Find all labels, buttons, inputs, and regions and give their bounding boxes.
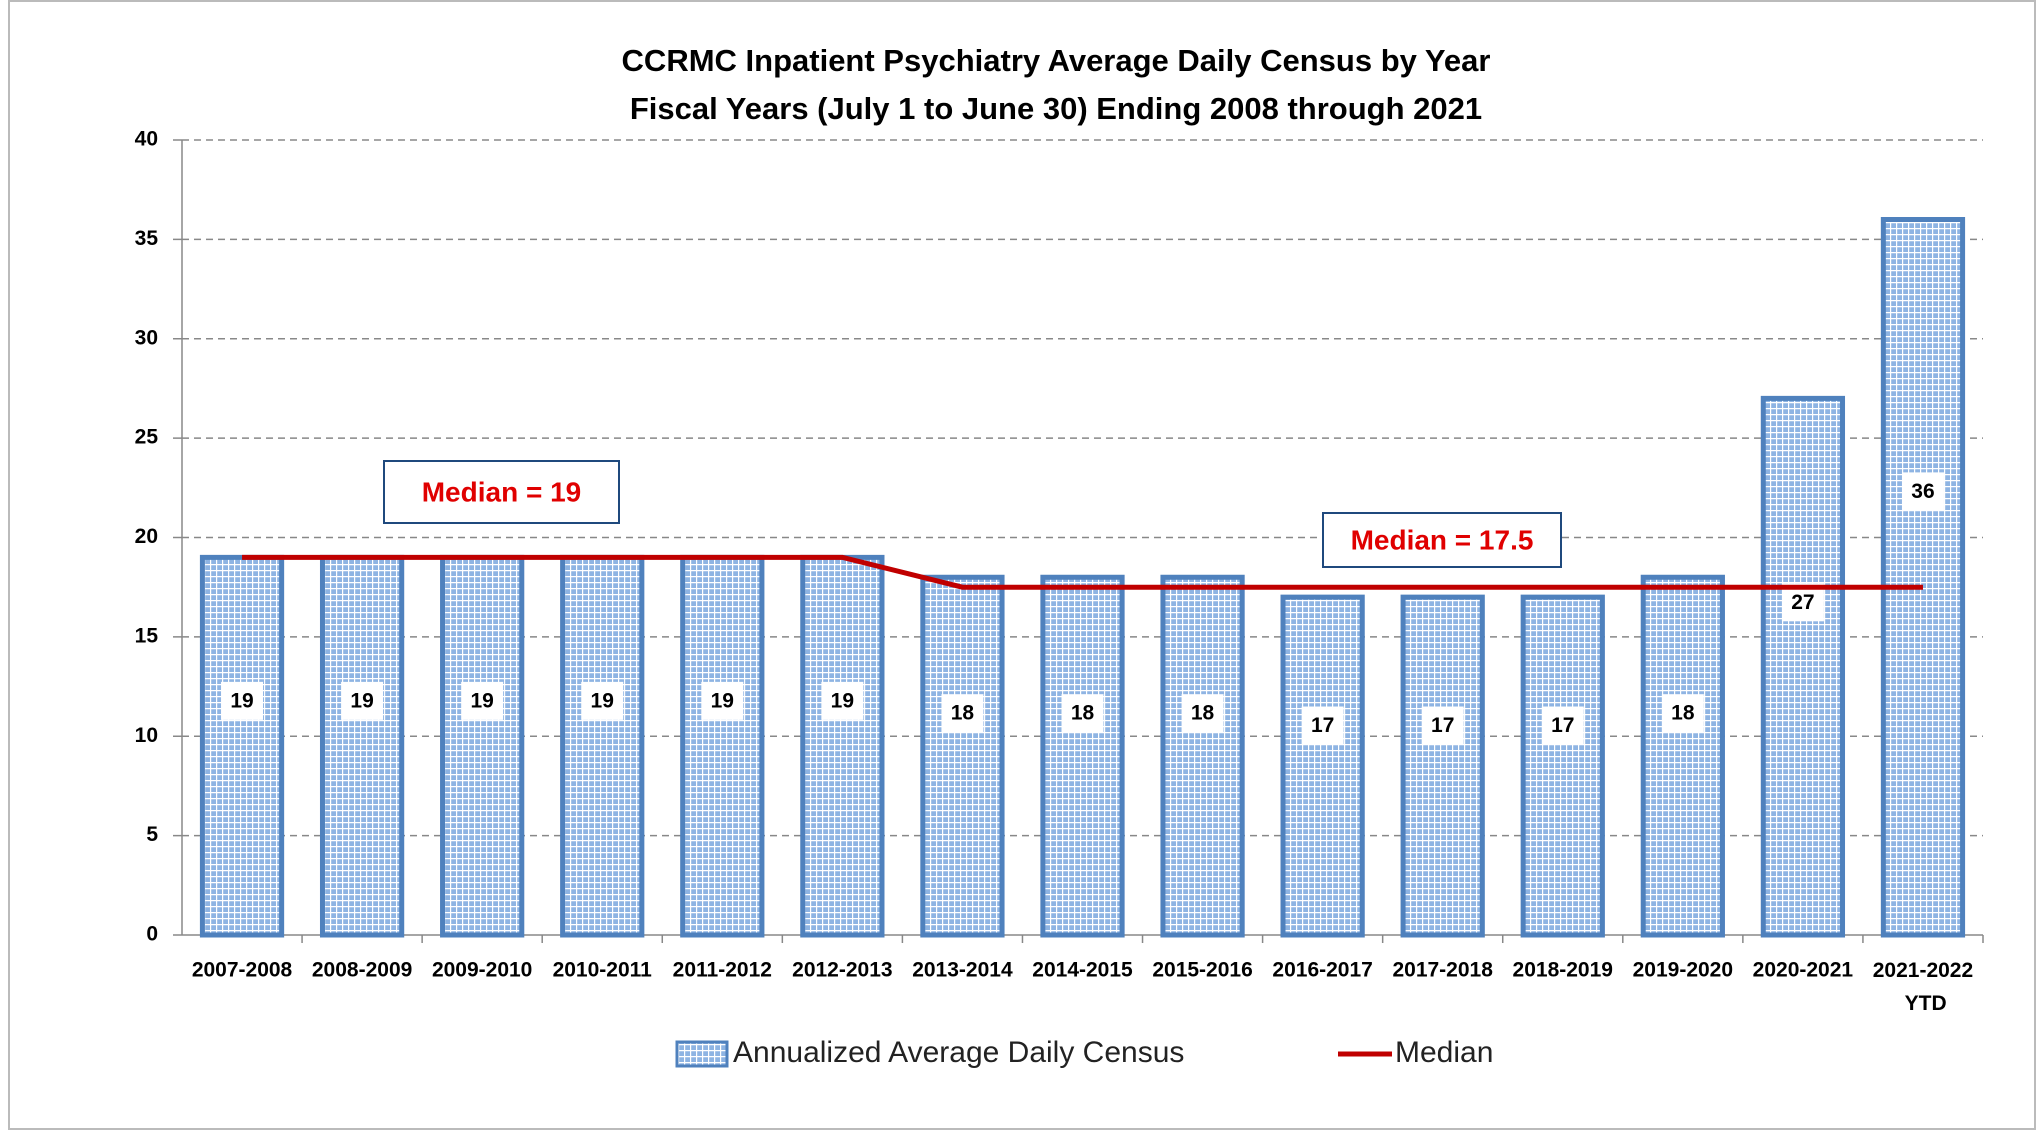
x-tick-label: 2019-2020	[1633, 959, 1733, 982]
x-tick-label: 2011-2012	[673, 959, 772, 982]
chart-title: CCRMC Inpatient Psychiatry Average Daily…	[622, 43, 1491, 78]
bar	[1160, 574, 1245, 938]
annotation-box	[383, 460, 620, 524]
y-tick-label: 0	[146, 923, 158, 946]
y-tick-label: 25	[135, 426, 159, 449]
value-label: 19	[831, 689, 854, 712]
median-line	[242, 554, 1923, 590]
y-tick-label: 5	[146, 823, 158, 846]
x-tick-label: 2013-2014	[912, 959, 1013, 982]
value-label: 17	[1551, 714, 1574, 737]
annotation: Median = 17.5	[1351, 524, 1534, 555]
value-label-box	[1901, 472, 1944, 511]
value-label-box	[941, 694, 984, 733]
y-tick-label: 20	[135, 525, 158, 548]
bar	[1640, 574, 1725, 938]
annotation-box	[1322, 512, 1562, 568]
y-tick-label: 35	[135, 227, 159, 250]
y-tick-label: 30	[135, 326, 158, 349]
value-label: 17	[1311, 714, 1334, 737]
bar	[1280, 594, 1365, 938]
bar	[1400, 594, 1485, 938]
y-tick-label: 10	[135, 724, 158, 747]
bar	[199, 554, 285, 938]
x-tick-label: 2007-2008	[192, 959, 293, 982]
bar	[440, 554, 525, 938]
value-label: 19	[230, 689, 253, 712]
legend-label: Median	[1395, 1036, 1493, 1069]
y-tick-label: 15	[135, 624, 159, 647]
value-label-box	[1181, 694, 1224, 733]
bar	[800, 554, 885, 938]
value-label-box	[701, 681, 744, 720]
frame	[8, 0, 2036, 1130]
bar	[1040, 574, 1125, 938]
value-label: 19	[711, 689, 734, 712]
value-label-box	[581, 681, 624, 720]
value-label: 36	[1911, 480, 1934, 503]
value-label: 19	[591, 689, 614, 712]
x-tick-label: 2018-2019	[1513, 959, 1613, 982]
bar	[680, 554, 765, 938]
value-label-box	[341, 681, 384, 720]
value-label: 18	[951, 702, 975, 725]
y-tick-label: 40	[135, 128, 158, 151]
legend-label: Annualized Average Daily Census	[733, 1036, 1184, 1069]
value-label: 17	[1431, 714, 1454, 737]
value-label: 18	[1191, 702, 1215, 725]
value-label: 27	[1791, 591, 1814, 614]
x-tick-label: 2014-2015	[1032, 959, 1133, 982]
value-label-box	[1541, 706, 1584, 745]
bar	[1760, 395, 1846, 938]
value-label: 18	[1071, 702, 1095, 725]
bar	[1520, 594, 1605, 938]
annotation: Median = 19	[422, 476, 582, 507]
x-tick-label: 2021-2022 YTD	[1873, 959, 1973, 1015]
value-label-box	[461, 681, 504, 720]
x-tick-label: 2020-2021	[1753, 959, 1854, 982]
x-tick-label: 2015-2016	[1152, 959, 1252, 982]
value-label-box	[821, 681, 864, 720]
x-tick-label: 2008-2009	[312, 959, 412, 982]
value-label: 18	[1671, 702, 1695, 725]
value-label-box	[1661, 694, 1704, 733]
x-tick-label: 2012-2013	[792, 959, 892, 982]
value-label: 19	[350, 689, 373, 712]
x-tick-label: 2017-2018	[1392, 959, 1493, 982]
value-label: 19	[470, 689, 493, 712]
bar	[920, 574, 1005, 938]
value-label-box	[1061, 694, 1104, 733]
bar	[1880, 217, 1966, 938]
bar	[560, 554, 645, 938]
x-tick-label: 2016-2017	[1272, 959, 1372, 982]
chart-subtitle: Fiscal Years (July 1 to June 30) Ending …	[630, 91, 1482, 126]
x-tick-label: 2010-2011	[553, 959, 653, 982]
value-label-box	[1421, 706, 1464, 745]
bar	[319, 554, 405, 938]
x-tick-label: 2009-2010	[432, 959, 532, 982]
value-label-box	[1301, 706, 1344, 745]
value-label-box	[221, 681, 264, 720]
legend-swatch	[675, 1040, 729, 1068]
